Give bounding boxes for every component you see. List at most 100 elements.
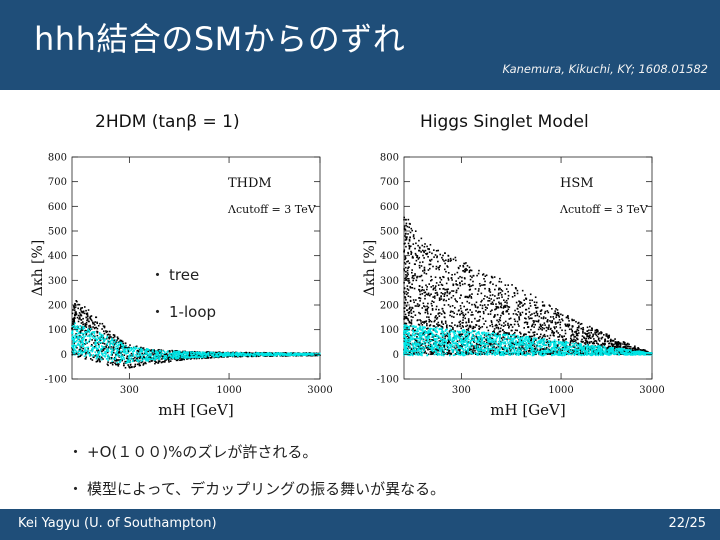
- data-point: [304, 352, 306, 355]
- data-point: [483, 334, 486, 336]
- data-point: [410, 308, 413, 311]
- data-point: [414, 314, 417, 317]
- data-point: [429, 319, 431, 322]
- data-point: [516, 329, 519, 332]
- data-point: [97, 351, 100, 353]
- data-point: [162, 360, 165, 363]
- data-point: [606, 336, 609, 338]
- data-point: [93, 331, 96, 333]
- data-point: [307, 353, 310, 356]
- data-point: [91, 331, 93, 334]
- data-point: [278, 354, 281, 357]
- data-point: [98, 346, 101, 349]
- data-point: [639, 349, 641, 351]
- data-point: [74, 314, 76, 317]
- data-point: [268, 354, 271, 357]
- data-point: [209, 353, 212, 355]
- data-point: [410, 251, 413, 254]
- data-point: [445, 334, 448, 336]
- data-point: [495, 326, 498, 329]
- data-point: [563, 339, 565, 342]
- data-point: [74, 349, 77, 351]
- data-point: [636, 348, 638, 351]
- data-point: [468, 271, 471, 274]
- data-point: [103, 346, 106, 349]
- data-point: [420, 351, 423, 354]
- data-point: [534, 304, 537, 307]
- data-point: [452, 310, 454, 313]
- data-point: [157, 356, 160, 358]
- data-point: [509, 350, 512, 352]
- data-point: [74, 337, 77, 339]
- data-point: [111, 342, 113, 345]
- data-point: [597, 353, 600, 356]
- data-point: [110, 346, 112, 348]
- data-point: [516, 320, 519, 323]
- data-point: [444, 333, 446, 336]
- data-point: [174, 353, 176, 356]
- data-point: [207, 355, 210, 357]
- data-point: [257, 352, 260, 354]
- data-point: [91, 339, 93, 341]
- data-point: [257, 353, 260, 356]
- data-point: [551, 320, 554, 322]
- data-point: [415, 254, 417, 256]
- data-point: [111, 360, 114, 363]
- data-point: [411, 275, 414, 277]
- data-point: [536, 348, 539, 351]
- data-point: [522, 344, 524, 347]
- data-point: [117, 354, 119, 357]
- data-point: [104, 352, 107, 355]
- data-point: [175, 350, 178, 353]
- data-point: [446, 335, 449, 338]
- data-point: [523, 299, 525, 302]
- data-point: [161, 361, 164, 363]
- data-point: [198, 352, 201, 355]
- data-point: [121, 357, 123, 360]
- data-point: [79, 331, 82, 333]
- data-point: [102, 358, 104, 360]
- data-point: [505, 299, 508, 302]
- data-point: [508, 306, 511, 308]
- data-point: [242, 355, 245, 357]
- data-point: [89, 329, 91, 331]
- data-point: [460, 310, 463, 313]
- data-point: [274, 352, 277, 355]
- data-point: [489, 294, 492, 297]
- data-point: [204, 354, 206, 356]
- data-point: [443, 298, 445, 301]
- data-point: [109, 345, 111, 348]
- data-point: [458, 333, 461, 336]
- data-point: [427, 306, 430, 309]
- data-point: [93, 345, 96, 348]
- data-point: [168, 356, 170, 359]
- data-point: [472, 352, 475, 355]
- data-point: [522, 304, 525, 306]
- data-point: [155, 355, 158, 358]
- data-point: [431, 252, 433, 255]
- data-point: [588, 336, 591, 338]
- data-point: [429, 267, 431, 270]
- data-point: [503, 332, 505, 335]
- data-point: [113, 356, 116, 359]
- data-point: [614, 342, 617, 345]
- data-point: [468, 332, 471, 335]
- data-point: [406, 225, 409, 228]
- data-point: [602, 342, 604, 345]
- data-point: [496, 333, 498, 336]
- data-point: [519, 332, 522, 335]
- data-point: [116, 336, 119, 338]
- data-point: [539, 327, 542, 330]
- data-point: [440, 298, 443, 300]
- data-point: [139, 350, 141, 352]
- data-point: [405, 274, 407, 276]
- data-point: [590, 329, 592, 332]
- data-point: [444, 292, 446, 294]
- data-point: [469, 275, 472, 277]
- data-point: [521, 311, 524, 314]
- data-point: [119, 346, 122, 348]
- data-point: [426, 307, 429, 310]
- data-point: [424, 297, 426, 300]
- data-point: [465, 328, 468, 331]
- data-point: [434, 287, 437, 289]
